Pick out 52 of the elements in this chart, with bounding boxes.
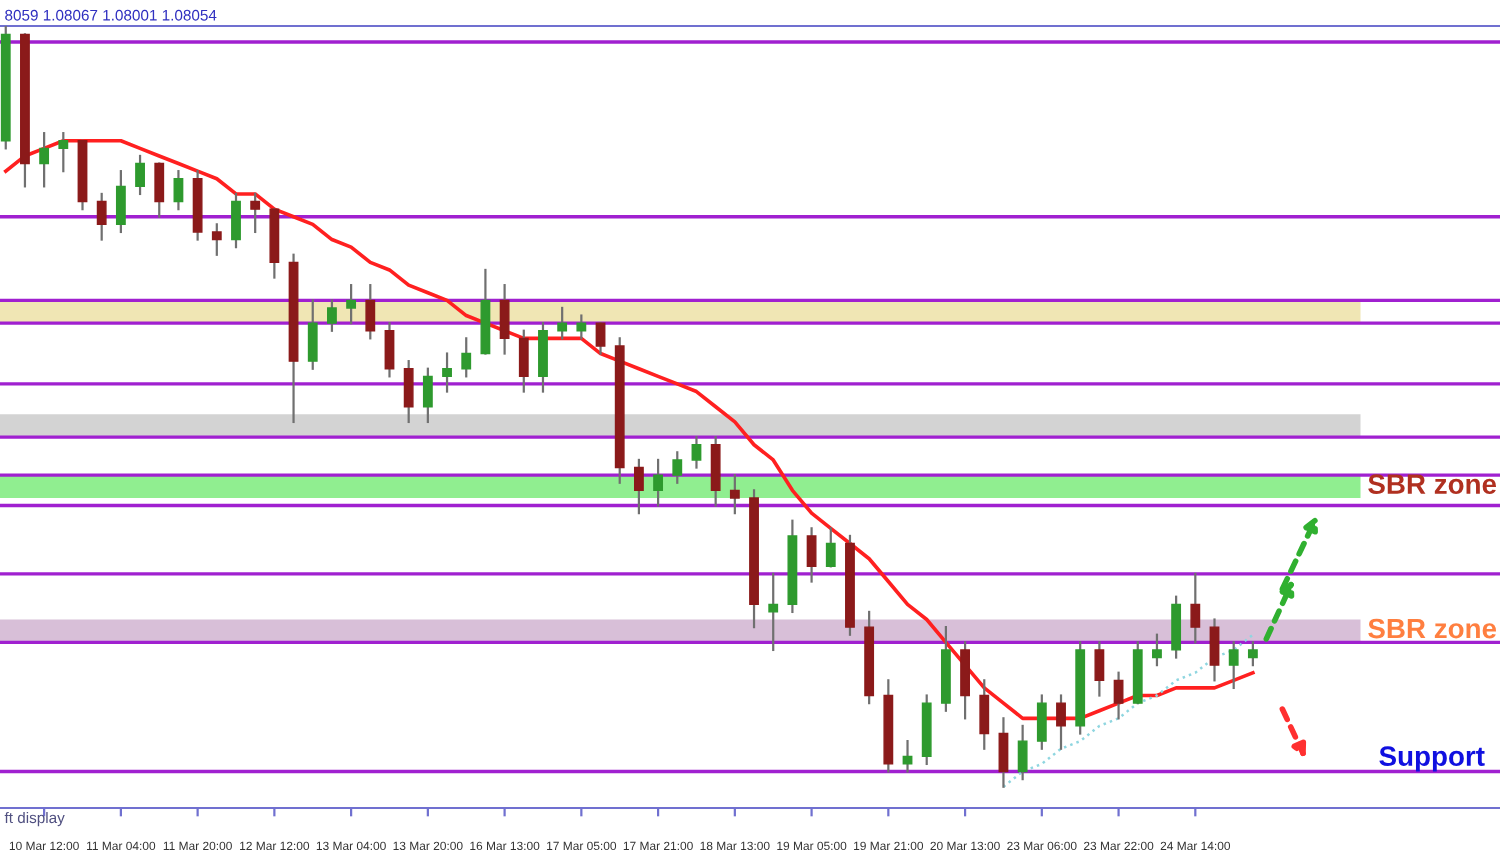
candlestick [1152,633,1162,667]
candlestick [327,299,337,332]
candlestick [557,306,568,340]
candlestick [39,132,50,188]
candlestick [998,717,1009,788]
candlestick [576,314,587,340]
candlestick [518,329,529,393]
candlestick [1247,641,1258,667]
candlestick [461,337,472,378]
candlestick [825,527,836,568]
candlestick [960,641,970,720]
candlestick [902,740,913,773]
candlestick [1171,595,1182,659]
band-label: SBR zone [1368,618,1497,639]
candlestick [1017,724,1028,781]
candlestick [211,223,222,256]
candlestick [307,299,318,370]
candlestick [691,436,702,469]
candlestick [633,458,644,515]
candlestick [1036,694,1047,750]
candlestick [365,284,376,340]
candlestick [173,170,184,211]
candlestick [1094,641,1105,697]
ref-line-label: Support [1379,746,1485,772]
candlestick [806,527,817,583]
candlestick [538,322,548,393]
candlestick [250,192,261,234]
candlestick [96,192,107,241]
candlestick [499,284,510,355]
candlestick [672,451,683,484]
candlestick [729,474,740,515]
candlestick [979,679,990,750]
candlestick [768,572,779,652]
candlestick [1228,641,1239,690]
candlestick [710,436,721,507]
candlestick [231,192,241,249]
candlestick [115,170,126,234]
candlestick [422,367,433,424]
candlestick [442,352,452,393]
candlestick [346,284,357,325]
candlestick [135,154,145,196]
candlestick [1190,572,1201,644]
candlestick [1209,618,1220,682]
candlestick [154,162,165,218]
candlestick [1056,694,1066,750]
band-label: SBR zone [1368,474,1497,494]
candlestick [653,458,664,507]
candlestick [1113,671,1124,720]
candlestick [58,132,69,173]
candlestick [403,360,414,424]
candlestick [384,322,395,378]
candlestick [595,322,606,355]
